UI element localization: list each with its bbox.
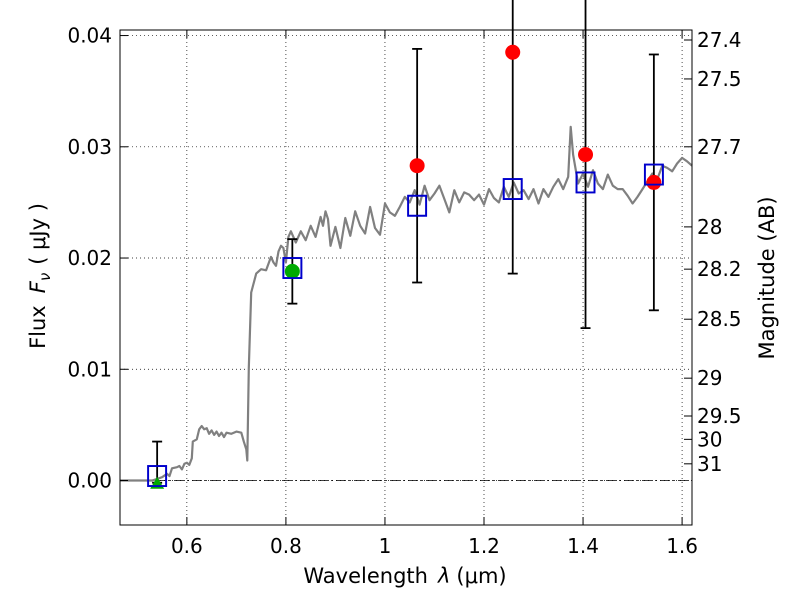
x-tick-label: 0.8 [270, 534, 302, 558]
sed-line [120, 125, 693, 482]
x-axis-label: Wavelength λ (μm) [303, 564, 506, 588]
mag-tick-label: 27.4 [697, 28, 742, 52]
mag-tick-label: 29 [697, 366, 722, 390]
model-photometry-square-top [407, 194, 428, 217]
model-photometry-square-top [282, 257, 303, 279]
x-tick-label: 1 [379, 534, 392, 558]
mag-tick-label: 27.7 [697, 135, 742, 159]
x-axis-label-symbol: λ [437, 564, 450, 588]
grid-lines [120, 30, 692, 525]
right-axis-label: Magnitude (AB) [755, 196, 779, 359]
y-axis-label-subscript: ν [36, 273, 54, 281]
y-tick-label: 0.00 [67, 469, 112, 493]
model-photometry-square-top [575, 171, 596, 194]
measured-point-red [578, 147, 594, 163]
mag-tick-label: 28.5 [697, 307, 742, 331]
measured-point-green [284, 263, 300, 279]
x-axis-label-unit: (μm) [456, 564, 506, 588]
x-tick-label: 1.2 [468, 534, 500, 558]
y-tick-label: 0.02 [67, 246, 112, 270]
tick-labels: 0.6 0.8 1 1.2 1.4 1.6 0.00 0.01 0.02 0.03 0.04 27.4… [67, 24, 741, 558]
plot-frame [119, 29, 693, 526]
mag-tick-label: 29.5 [697, 404, 742, 428]
axis-ticks [120, 30, 692, 525]
plot-content [120, 0, 693, 489]
model-photometry-square-top [643, 163, 664, 186]
mag-tick-label: 28.2 [697, 257, 742, 281]
x-tick-label: 1.6 [666, 534, 698, 558]
model-photometry-square-top [147, 465, 168, 487]
y-tick-label: 0.04 [67, 24, 112, 48]
y-axis-label: Flux Fν ( μJy ) [26, 203, 54, 349]
x-axis-label-text: Wavelength [303, 564, 428, 588]
model-photometry-square-top [502, 178, 523, 200]
x-tick-label: 0.6 [171, 534, 203, 558]
y-axis-label-text: Flux [26, 305, 50, 349]
y-axis-label-symbol: F [26, 280, 50, 293]
measured-point-red [409, 158, 425, 174]
y-tick-label: 0.01 [67, 357, 112, 381]
y-axis-label-unit: ( μJy ) [26, 203, 50, 265]
measured-point-red [505, 44, 521, 60]
mag-tick-label: 27.5 [697, 67, 742, 91]
y-tick-label: 0.03 [67, 135, 112, 159]
mag-tick-label: 28 [697, 215, 722, 239]
mag-tick-label: 30 [697, 427, 722, 451]
x-tick-label: 1.4 [567, 534, 599, 558]
mag-tick-label: 31 [697, 452, 722, 476]
measured-point-red [646, 174, 662, 190]
